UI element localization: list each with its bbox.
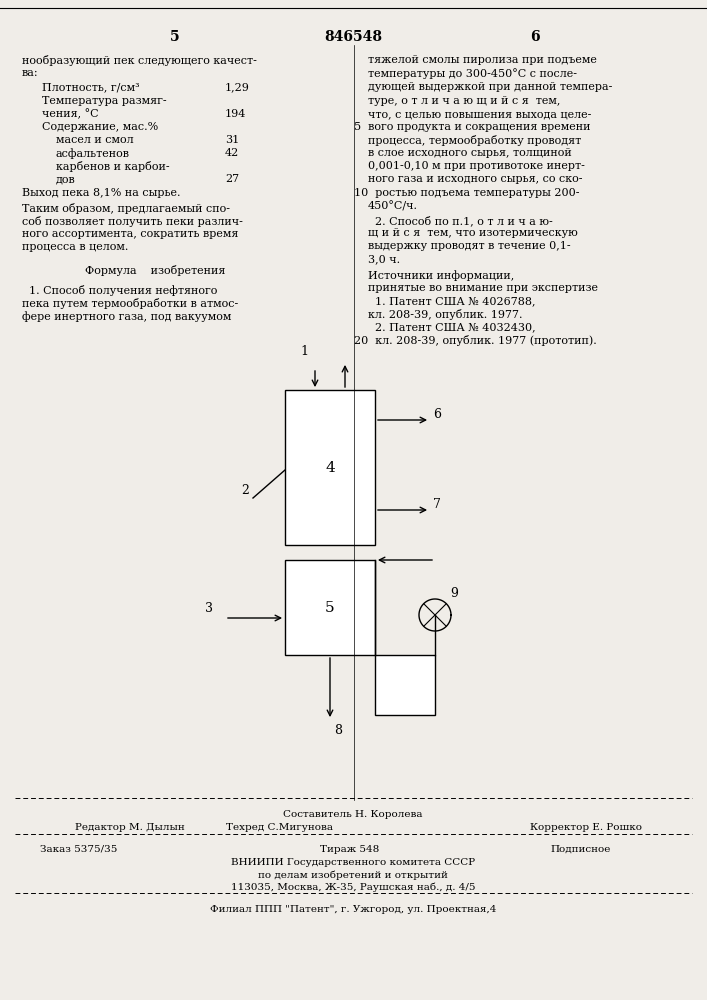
Text: 6: 6 — [530, 30, 540, 44]
Text: Филиал ППП "Патент", г. Ужгород, ул. Проектная,4: Филиал ППП "Патент", г. Ужгород, ул. Про… — [210, 905, 496, 914]
Text: 1: 1 — [300, 345, 308, 358]
Text: Составитель Н. Королева: Составитель Н. Королева — [284, 810, 423, 819]
Text: Формула    изобретения: Формула изобретения — [85, 265, 226, 276]
Text: что, с целью повышения выхода целе-: что, с целью повышения выхода целе- — [368, 109, 591, 119]
Text: Источники информации,: Источники информации, — [368, 270, 514, 281]
Text: процесса в целом.: процесса в целом. — [22, 242, 129, 252]
Text: выдержку проводят в течение 0,1-: выдержку проводят в течение 0,1- — [368, 241, 571, 251]
Text: Подписное: Подписное — [550, 845, 610, 854]
Text: 2. Способ по п.1, о т л и ч а ю-: 2. Способ по п.1, о т л и ч а ю- — [368, 215, 553, 226]
Text: кл. 208-39, опублик. 1977.: кл. 208-39, опублик. 1977. — [368, 309, 522, 320]
Text: Техред С.Мигунова: Техред С.Мигунова — [226, 823, 334, 832]
Text: 9: 9 — [450, 587, 458, 600]
Text: дующей выдержкой при данной темпера-: дующей выдержкой при данной темпера- — [368, 82, 612, 92]
Bar — [375, 655, 435, 715]
Text: 8: 8 — [334, 724, 342, 737]
Text: 42: 42 — [225, 148, 239, 158]
Text: ВНИИПИ Государственного комитета СССР: ВНИИПИ Государственного комитета СССР — [231, 858, 475, 867]
Text: 846548: 846548 — [324, 30, 382, 44]
Text: Таким образом, предлагаемый спо-: Таким образом, предлагаемый спо- — [22, 203, 230, 214]
Text: 27: 27 — [225, 174, 239, 184]
Text: по делам изобретений и открытий: по делам изобретений и открытий — [258, 870, 448, 880]
Text: 5: 5 — [170, 30, 180, 44]
Text: процесса, термообработку проводят: процесса, термообработку проводят — [368, 135, 581, 146]
Text: температуры до 300-450°C с после-: температуры до 300-450°C с после- — [368, 68, 577, 79]
Text: 0,001-0,10 м при противотоке инерт-: 0,001-0,10 м при противотоке инерт- — [368, 161, 585, 171]
Text: Содержание, мас.%: Содержание, мас.% — [42, 122, 158, 132]
Text: соб позволяет получить пеки различ-: соб позволяет получить пеки различ- — [22, 216, 243, 227]
Text: принятые во внимание при экспертизе: принятые во внимание при экспертизе — [368, 283, 598, 293]
Text: ного газа и исходного сырья, со ско-: ного газа и исходного сырья, со ско- — [368, 174, 583, 184]
Text: 1. Патент США № 4026788,: 1. Патент США № 4026788, — [368, 296, 535, 306]
Text: нообразующий пек следующего качест-: нообразующий пек следующего качест- — [22, 55, 257, 66]
Text: 450°C/ч.: 450°C/ч. — [368, 201, 418, 211]
Text: 2. Патент США № 4032430,: 2. Патент США № 4032430, — [368, 322, 536, 332]
Text: тяжелой смолы пиролиза при подъеме: тяжелой смолы пиролиза при подъеме — [368, 55, 597, 65]
Text: 7: 7 — [433, 498, 441, 512]
Text: ва:: ва: — [22, 68, 39, 78]
Text: чения, °C: чения, °C — [42, 109, 98, 120]
Text: 1,29: 1,29 — [225, 82, 250, 92]
Text: 10  ростью подъема температуры 200-: 10 ростью подъема температуры 200- — [354, 188, 580, 198]
Text: Редактор М. Дылын: Редактор М. Дылын — [75, 823, 185, 832]
Text: масел и смол: масел и смол — [56, 135, 134, 145]
Text: 194: 194 — [225, 109, 246, 119]
Text: карбенов и карбои-: карбенов и карбои- — [56, 161, 170, 172]
Text: Корректор Е. Рошко: Корректор Е. Рошко — [530, 823, 642, 832]
Text: туре, о т л и ч а ю щ и й с я  тем,: туре, о т л и ч а ю щ и й с я тем, — [368, 96, 561, 106]
Text: щ и й с я  тем, что изотермическую: щ и й с я тем, что изотермическую — [368, 228, 578, 238]
Text: ного ассортимента, сократить время: ного ассортимента, сократить время — [22, 229, 238, 239]
Text: 5  вого продукта и сокращения времени: 5 вого продукта и сокращения времени — [354, 122, 590, 132]
Bar — [285, 390, 375, 545]
Text: в слое исходного сырья, толщиной: в слое исходного сырья, толщиной — [368, 148, 572, 158]
Text: дов: дов — [56, 174, 76, 184]
Text: 31: 31 — [225, 135, 239, 145]
Text: пека путем термообработки в атмос-: пека путем термообработки в атмос- — [22, 298, 238, 309]
Text: Температура размяг-: Температура размяг- — [42, 96, 167, 106]
Text: асфальтенов: асфальтенов — [56, 148, 130, 159]
Text: Плотность, г/см³: Плотность, г/см³ — [42, 82, 139, 92]
Text: Выход пека 8,1% на сырье.: Выход пека 8,1% на сырье. — [22, 188, 180, 198]
Text: 2: 2 — [241, 484, 249, 496]
Text: 5: 5 — [325, 600, 335, 614]
Text: 4: 4 — [325, 460, 335, 475]
Text: 20  кл. 208-39, опублик. 1977 (прототип).: 20 кл. 208-39, опублик. 1977 (прототип). — [354, 335, 597, 346]
Text: 3: 3 — [205, 601, 213, 614]
Text: 113035, Москва, Ж-35, Раушская наб., д. 4/5: 113035, Москва, Ж-35, Раушская наб., д. … — [230, 882, 475, 892]
Text: фере инертного газа, под вакуумом: фере инертного газа, под вакуумом — [22, 311, 231, 322]
Text: 6: 6 — [433, 408, 441, 422]
Text: 1. Способ получения нефтяного: 1. Способ получения нефтяного — [22, 285, 217, 296]
Text: Заказ 5375/35: Заказ 5375/35 — [40, 845, 117, 854]
Text: 3,0 ч.: 3,0 ч. — [368, 254, 400, 264]
Text: Тираж 548: Тираж 548 — [320, 845, 379, 854]
Bar — [285, 560, 375, 655]
